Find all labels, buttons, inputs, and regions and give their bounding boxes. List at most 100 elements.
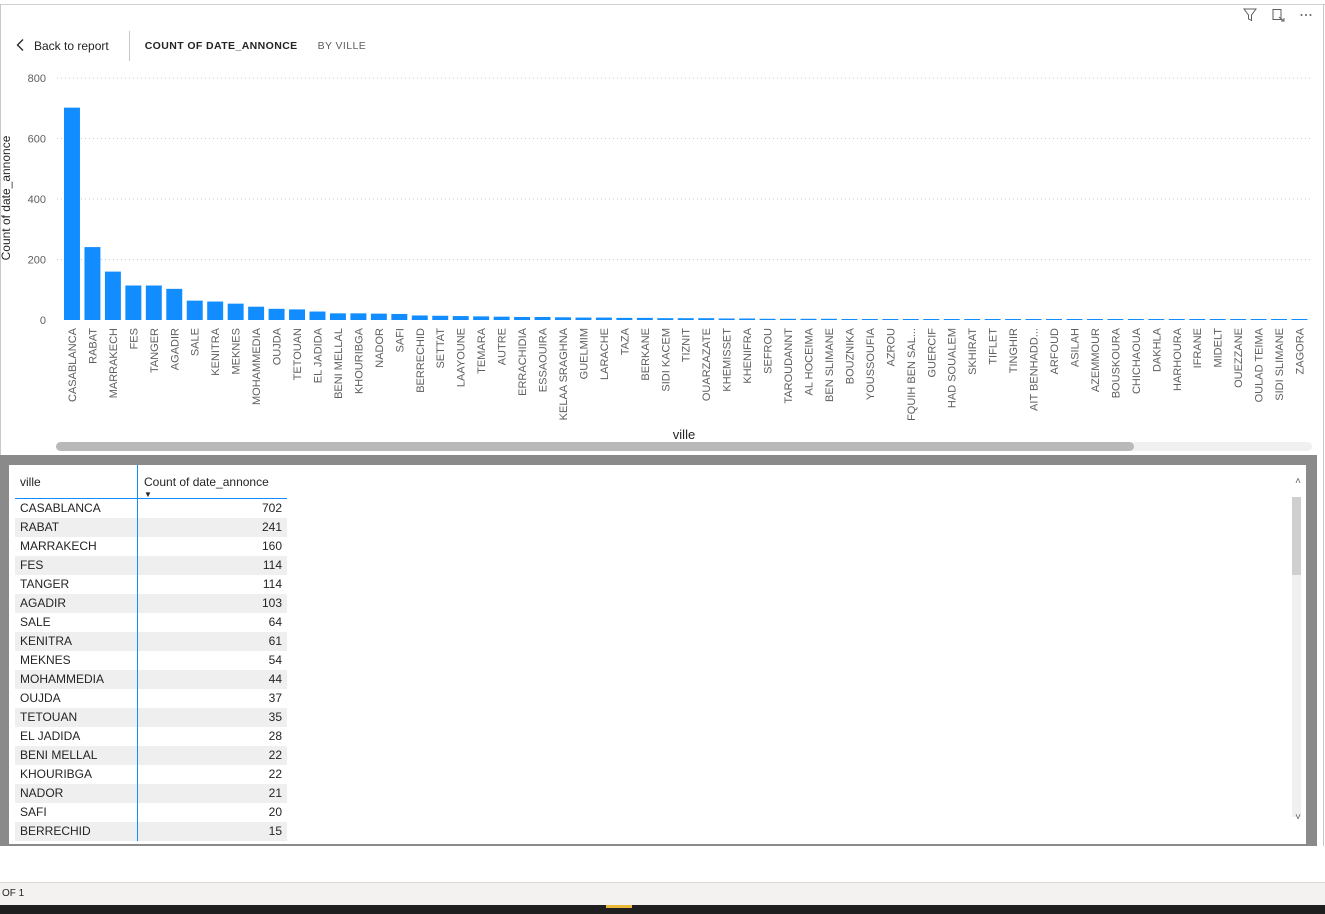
table-row[interactable]: KHOURIBGA 22 xyxy=(15,765,287,784)
bar[interactable] xyxy=(902,319,919,320)
bar[interactable] xyxy=(309,311,326,320)
bar[interactable] xyxy=(595,317,612,320)
table-row[interactable]: OUJDA 37 xyxy=(15,689,287,708)
bar[interactable] xyxy=(1250,319,1267,320)
bar[interactable] xyxy=(841,319,858,320)
bar[interactable] xyxy=(432,315,449,320)
bar[interactable] xyxy=(391,313,408,320)
table-row[interactable]: KENITRA 61 xyxy=(15,632,287,651)
bar[interactable] xyxy=(923,319,940,320)
table-row[interactable]: AGADIR 103 xyxy=(15,594,287,613)
table-row[interactable]: MARRAKECH 160 xyxy=(15,537,287,556)
bar[interactable] xyxy=(84,247,101,320)
table-row[interactable]: EL JADIDA 28 xyxy=(15,727,287,746)
bar[interactable] xyxy=(1291,319,1308,320)
bar[interactable] xyxy=(616,317,633,320)
bar[interactable] xyxy=(411,315,428,320)
x-tick-label: MOHAMMEDIA xyxy=(251,327,263,405)
table-scrollbar-thumb[interactable] xyxy=(1292,497,1301,575)
table-row[interactable]: BERRECHID 15 xyxy=(15,822,287,841)
bar[interactable] xyxy=(718,318,735,320)
scroll-up-icon[interactable]: ˄ xyxy=(1295,476,1301,487)
table-row[interactable]: NADOR 21 xyxy=(15,784,287,803)
x-tick-label: BOUSKOURA xyxy=(1110,327,1122,398)
table-row[interactable]: MOHAMMEDIA 44 xyxy=(15,670,287,689)
x-tick-label: TIFLET xyxy=(988,328,1000,365)
scroll-down-icon[interactable]: ˅ xyxy=(1295,812,1301,823)
focus-mode-icon[interactable] xyxy=(1269,8,1287,25)
bar[interactable] xyxy=(820,318,837,320)
bar[interactable] xyxy=(125,285,142,320)
bar[interactable] xyxy=(1046,319,1062,320)
bar[interactable] xyxy=(1271,319,1288,320)
bar[interactable] xyxy=(207,301,224,320)
bar[interactable] xyxy=(1230,319,1247,320)
bar[interactable] xyxy=(1005,319,1022,320)
bar[interactable] xyxy=(575,317,592,320)
bar[interactable] xyxy=(1086,319,1103,320)
bar[interactable] xyxy=(452,316,469,320)
bar[interactable] xyxy=(145,285,162,320)
bar[interactable] xyxy=(1189,319,1206,320)
bar[interactable] xyxy=(1066,319,1083,320)
table-row[interactable]: SALE 64 xyxy=(15,613,287,632)
bar[interactable] xyxy=(882,319,899,320)
chart-scrollbar-thumb[interactable] xyxy=(56,442,1134,451)
bar[interactable] xyxy=(64,107,80,320)
bar[interactable] xyxy=(984,319,1001,320)
table-row[interactable]: MEKNES 54 xyxy=(15,651,287,670)
table-scrollbar-track[interactable] xyxy=(1292,497,1301,817)
visual-subtitle: BY VILLE xyxy=(317,40,367,52)
bar[interactable] xyxy=(780,318,797,320)
bar[interactable] xyxy=(1107,319,1124,320)
bar[interactable] xyxy=(759,318,776,320)
filter-icon[interactable] xyxy=(1241,8,1259,25)
bar[interactable] xyxy=(1127,319,1144,320)
bar[interactable] xyxy=(677,318,694,320)
bar[interactable] xyxy=(861,319,878,320)
bar[interactable] xyxy=(248,306,265,320)
cell-ville: BENI MELLAL xyxy=(15,746,138,765)
bar[interactable] xyxy=(514,316,531,320)
back-to-report-button[interactable]: Back to report xyxy=(14,38,109,55)
bar[interactable] xyxy=(227,303,244,320)
bar[interactable] xyxy=(657,318,674,320)
bar[interactable] xyxy=(1168,319,1185,320)
bar[interactable] xyxy=(350,313,367,320)
table-row[interactable]: CASABLANCA 702 xyxy=(15,498,287,518)
bar[interactable] xyxy=(104,271,121,320)
bar[interactable] xyxy=(166,288,183,320)
bar[interactable] xyxy=(555,317,571,320)
column-header-ville[interactable]: ville xyxy=(15,465,138,499)
x-tick-label: CHICHAOUA xyxy=(1131,327,1143,394)
bar[interactable] xyxy=(739,318,756,320)
bar[interactable] xyxy=(370,313,387,320)
bar[interactable] xyxy=(329,313,346,320)
bar[interactable] xyxy=(268,308,285,320)
bar[interactable] xyxy=(636,317,653,320)
table-row[interactable]: TANGER 114 xyxy=(15,575,287,594)
cell-count: 22 xyxy=(268,767,282,781)
table-row[interactable]: BENI MELLAL 22 xyxy=(15,746,287,765)
bar[interactable] xyxy=(493,316,510,320)
cell-count: 64 xyxy=(268,615,282,629)
more-options-icon[interactable] xyxy=(1297,8,1315,25)
bar[interactable] xyxy=(800,318,817,320)
bar[interactable] xyxy=(1148,319,1165,320)
bar[interactable] xyxy=(1025,319,1042,320)
bar[interactable] xyxy=(1209,319,1226,320)
column-header-count[interactable]: Count of date_annonce ▼ xyxy=(137,465,287,499)
table-row[interactable]: SAFI 20 xyxy=(15,803,287,822)
bar[interactable] xyxy=(289,309,306,320)
cell-ville: CASABLANCA xyxy=(15,498,138,518)
data-table-pane: ville Count of date_annonce ▼ CASABLANCA 7… xyxy=(9,465,1306,844)
bar[interactable] xyxy=(534,316,551,320)
table-row[interactable]: TETOUAN 35 xyxy=(15,708,287,727)
table-row[interactable]: RABAT 241 xyxy=(15,518,287,537)
table-row[interactable]: FES 114 xyxy=(15,556,287,575)
bar[interactable] xyxy=(186,300,203,320)
bar[interactable] xyxy=(943,319,960,320)
bar[interactable] xyxy=(964,319,981,320)
bar[interactable] xyxy=(698,318,715,320)
bar[interactable] xyxy=(473,316,490,320)
